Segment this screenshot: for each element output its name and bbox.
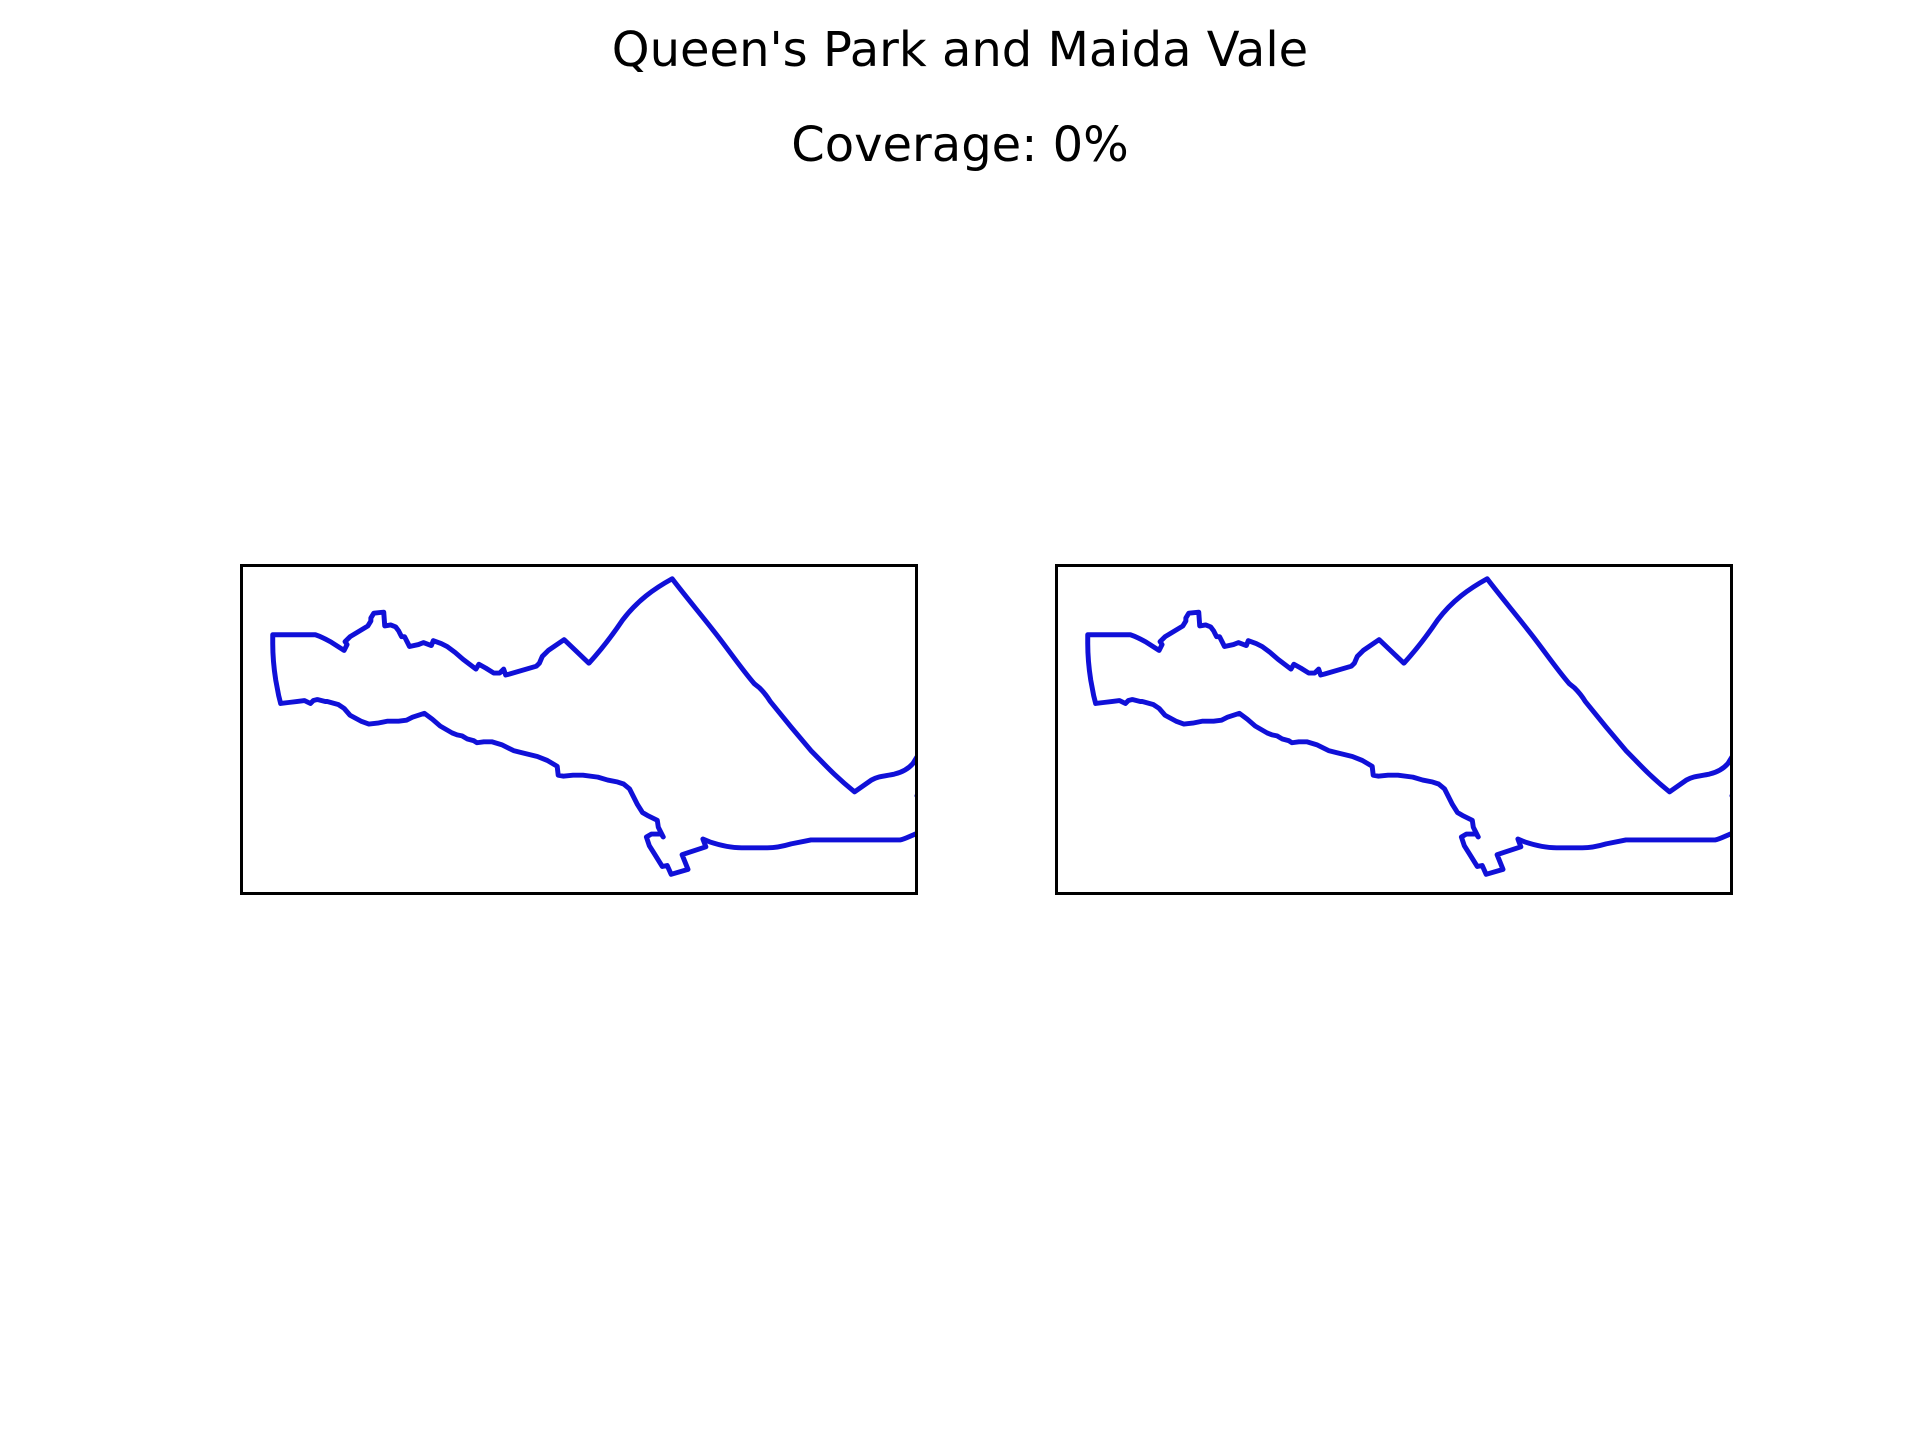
coverage-subtitle: Coverage: 0% <box>791 117 1129 173</box>
ward-boundary-outline <box>1085 576 1730 877</box>
map-panel-left <box>240 564 918 895</box>
ward-boundary-outline <box>270 576 915 877</box>
map-canvas-left <box>270 576 915 877</box>
map-canvas-right <box>1085 576 1730 877</box>
figure-title: Queen's Park and Maida Vale <box>611 22 1309 78</box>
map-panel-right <box>1055 564 1733 895</box>
